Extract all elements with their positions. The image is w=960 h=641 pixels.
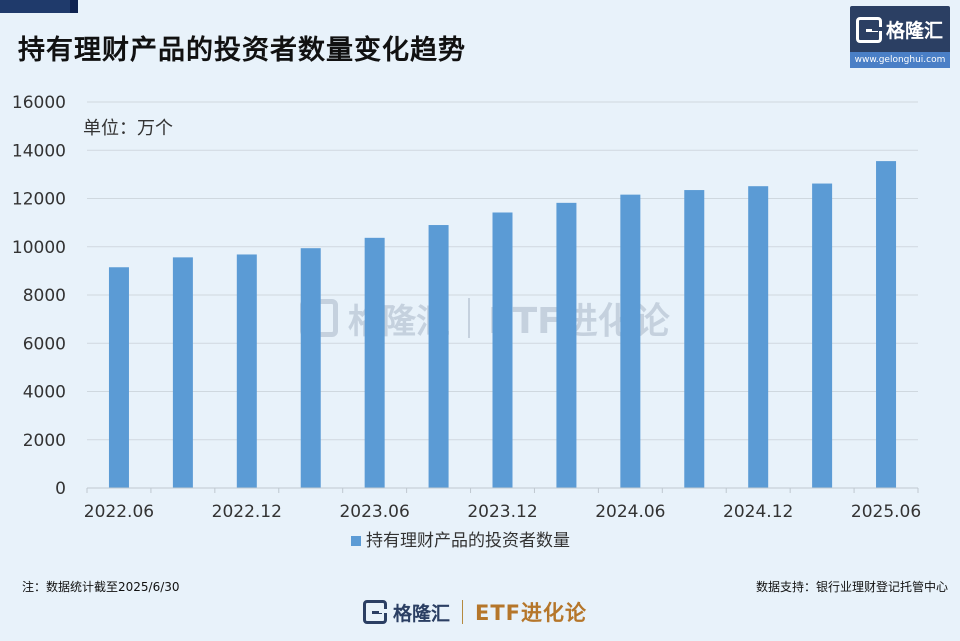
legend-swatch bbox=[351, 536, 361, 546]
y-tick-label: 4000 bbox=[23, 383, 66, 403]
watermark-divider bbox=[468, 298, 470, 338]
chart-title: 持有理财产品的投资者数量变化趋势 bbox=[18, 35, 466, 66]
x-tick-label: 2023.12 bbox=[467, 502, 537, 522]
bar bbox=[620, 194, 641, 488]
bottom-brand-name: 格隆汇 bbox=[393, 602, 451, 625]
bar bbox=[876, 161, 897, 488]
y-tick-label: 6000 bbox=[23, 334, 66, 354]
bar-chart: 0 2000 4000 6000 8000 10000 12000 14000 16000 20… bbox=[12, 93, 921, 551]
g-logo-icon bbox=[856, 16, 882, 43]
footnote: 注：数据统计截至2025/6/30 bbox=[22, 580, 180, 594]
brand-url: www.gelonghui.com bbox=[850, 52, 950, 68]
x-tick-label: 2022.12 bbox=[212, 502, 282, 522]
bar bbox=[812, 183, 833, 488]
brand-name: 格隆汇 bbox=[886, 20, 944, 42]
top-accent-stripe bbox=[0, 0, 70, 13]
top-accent-stripe-dark bbox=[70, 0, 78, 13]
bottom-brand-divider bbox=[462, 600, 464, 624]
bars bbox=[108, 161, 897, 488]
x-tick-label: 2024.06 bbox=[595, 502, 665, 522]
y-tick-label: 12000 bbox=[12, 190, 66, 210]
unit-label: 单位：万个 bbox=[83, 118, 173, 139]
bottom-g-logo-icon bbox=[363, 600, 387, 624]
bar bbox=[172, 257, 193, 488]
x-tick-label: 2022.06 bbox=[84, 502, 154, 522]
bar bbox=[428, 225, 449, 488]
bar bbox=[748, 186, 769, 488]
bar bbox=[300, 248, 321, 488]
y-tick-label: 10000 bbox=[12, 238, 66, 258]
y-tick-label: 14000 bbox=[12, 141, 66, 161]
legend: 持有理财产品的投资者数量 bbox=[351, 531, 570, 551]
x-tick-label: 2025.06 bbox=[851, 502, 921, 522]
brand-logo: 格隆汇 www.gelonghui.com bbox=[850, 6, 950, 68]
x-tick-label: 2023.06 bbox=[339, 502, 409, 522]
y-tick-label: 0 bbox=[55, 479, 66, 499]
bar bbox=[684, 190, 705, 488]
y-tick-label: 16000 bbox=[12, 93, 66, 113]
bar bbox=[556, 202, 577, 488]
x-axis-tick-labels: 2022.06 2022.12 2023.06 2023.12 2024.06 2024.… bbox=[84, 488, 921, 522]
bar bbox=[236, 254, 257, 488]
bottom-brand: 格隆汇 ETF进化论 bbox=[363, 597, 587, 627]
legend-label: 持有理财产品的投资者数量 bbox=[366, 531, 570, 551]
y-tick-label: 2000 bbox=[23, 431, 66, 451]
x-tick-label: 2024.12 bbox=[723, 502, 793, 522]
data-source: 数据支持：银行业理财登记托管中心 bbox=[755, 580, 948, 594]
bottom-brand-etf: ETF进化论 bbox=[475, 601, 588, 625]
bar bbox=[364, 237, 385, 488]
bar bbox=[492, 212, 513, 488]
y-tick-label: 8000 bbox=[23, 286, 66, 306]
bar bbox=[108, 267, 129, 488]
y-axis-tick-labels: 0 2000 4000 6000 8000 10000 12000 14000 16000 bbox=[12, 93, 66, 499]
